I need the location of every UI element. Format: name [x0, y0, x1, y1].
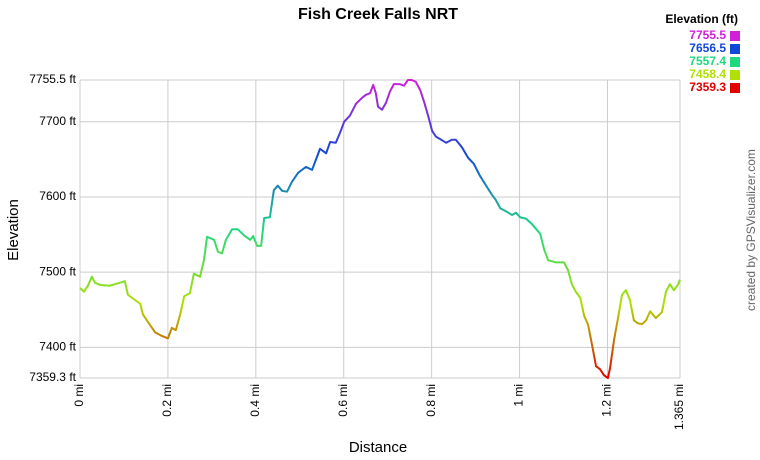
x-tick-label: 0.2 mi — [160, 384, 174, 417]
chart-title: Fish Creek Falls NRT — [298, 6, 458, 23]
y-axis-label: Elevation — [5, 199, 22, 261]
x-axis-label: Distance — [349, 439, 407, 456]
y-tick-label: 7400 ft — [39, 340, 76, 354]
legend-swatch — [730, 44, 740, 54]
x-tick-label: 1.365 mi — [672, 384, 686, 430]
y-tick-label: 7755.5 ft — [29, 72, 76, 86]
legend-label: 7656.5 — [689, 41, 726, 55]
y-tick-label: 7359.3 ft — [29, 370, 76, 384]
legend-title: Elevation (ft) — [665, 12, 738, 26]
credit: created by GPSVisualizer.com — [744, 149, 758, 311]
legend-swatch — [730, 31, 740, 41]
legend-label: 7557.4 — [689, 54, 726, 68]
y-tick-label: 7500 ft — [39, 264, 76, 278]
legend-swatch — [730, 70, 740, 80]
legend-label: 7755.5 — [689, 28, 726, 42]
legend-swatch — [730, 57, 740, 67]
legend-swatch — [730, 83, 740, 93]
legend-label: 7458.4 — [689, 67, 726, 81]
x-tick-label: 1.2 mi — [600, 384, 614, 417]
x-tick-label: 0.8 mi — [424, 384, 438, 417]
x-tick-label: 0.4 mi — [248, 384, 262, 417]
elevation-line — [79, 79, 681, 379]
y-tick-label: 7600 ft — [39, 189, 76, 203]
y-tick-label: 7700 ft — [39, 114, 76, 128]
x-tick-label: 0.6 mi — [336, 384, 350, 417]
x-tick-label: 0 mi — [72, 384, 86, 407]
legend-label: 7359.3 — [689, 80, 726, 94]
x-tick-label: 1 mi — [512, 384, 526, 407]
